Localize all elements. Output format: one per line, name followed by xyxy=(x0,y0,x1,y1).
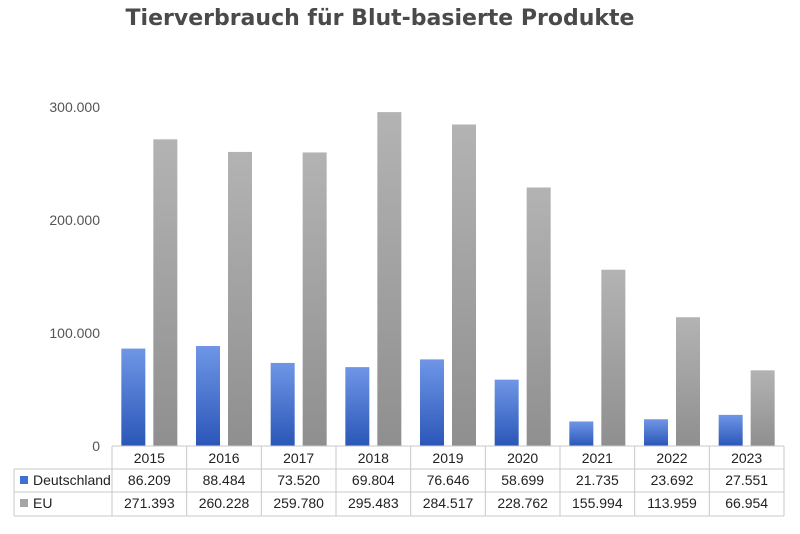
bar-eu-2015 xyxy=(153,139,178,446)
bar-eu-2023 xyxy=(750,370,775,446)
x-tick-label: 2017 xyxy=(283,450,314,466)
bar-deutschland-2023 xyxy=(718,414,743,446)
data-label-eu-2021: 155.994 xyxy=(572,495,623,511)
bar-eu-2016 xyxy=(228,151,252,446)
bar-deutschland-2015 xyxy=(121,348,146,446)
data-label-eu-2015: 271.393 xyxy=(124,495,175,511)
bar-deutschland-2022 xyxy=(644,419,668,446)
legend-key-eu xyxy=(20,499,28,507)
x-tick-label: 2019 xyxy=(432,450,463,466)
data-label-deutschland-2021: 21.735 xyxy=(576,472,619,488)
legend-label-deutschland: Deutschland xyxy=(33,472,111,488)
data-label-eu-2022: 113.959 xyxy=(647,495,697,511)
bar-deutschland-2018 xyxy=(345,367,370,446)
bar-deutschland-2021 xyxy=(569,421,594,446)
bar-eu-2020 xyxy=(526,187,551,446)
bar-eu-2022 xyxy=(676,317,700,446)
bar-eu-2018 xyxy=(377,112,402,446)
data-label-deutschland-2018: 69.804 xyxy=(352,472,395,488)
x-tick-label: 2021 xyxy=(582,450,613,466)
data-label-eu-2019: 284.517 xyxy=(423,495,474,511)
bar-deutschland-2017 xyxy=(270,362,295,446)
legend-key-deutschland xyxy=(20,476,28,484)
bar-eu-2019 xyxy=(452,124,476,446)
y-tick-label: 300.000 xyxy=(49,99,100,115)
data-label-deutschland-2015: 86.209 xyxy=(128,472,171,488)
data-label-deutschland-2020: 58.699 xyxy=(501,472,544,488)
x-tick-label: 2015 xyxy=(134,450,165,466)
bar-eu-2017 xyxy=(302,152,327,446)
bar-deutschland-2019 xyxy=(420,359,444,446)
legend-label-eu: EU xyxy=(33,495,52,511)
data-label-deutschland-2022: 23.692 xyxy=(651,472,694,488)
x-tick-label: 2016 xyxy=(208,450,239,466)
data-label-eu-2016: 260.228 xyxy=(199,495,250,511)
x-tick-label: 2018 xyxy=(358,450,389,466)
y-tick-label: 200.000 xyxy=(49,212,100,228)
y-tick-label: 0 xyxy=(92,438,100,454)
data-label-deutschland-2019: 76.646 xyxy=(427,472,470,488)
bar-deutschland-2020 xyxy=(494,379,519,446)
data-label-deutschland-2016: 88.484 xyxy=(203,472,246,488)
data-label-deutschland-2017: 73.520 xyxy=(277,472,320,488)
data-label-eu-2018: 295.483 xyxy=(348,495,399,511)
data-label-deutschland-2023: 27.551 xyxy=(725,472,768,488)
data-label-eu-2020: 228.762 xyxy=(497,495,548,511)
bar-eu-2021 xyxy=(601,269,626,446)
data-label-eu-2023: 66.954 xyxy=(725,495,768,511)
bar-deutschland-2016 xyxy=(196,346,220,446)
x-tick-label: 2022 xyxy=(656,450,687,466)
y-tick-label: 100.000 xyxy=(49,325,100,341)
data-label-eu-2017: 259.780 xyxy=(273,495,324,511)
chart-title: Tierverbrauch für Blut-basierte Produkte xyxy=(125,6,635,31)
x-tick-label: 2023 xyxy=(731,450,762,466)
x-tick-label: 2020 xyxy=(507,450,538,466)
